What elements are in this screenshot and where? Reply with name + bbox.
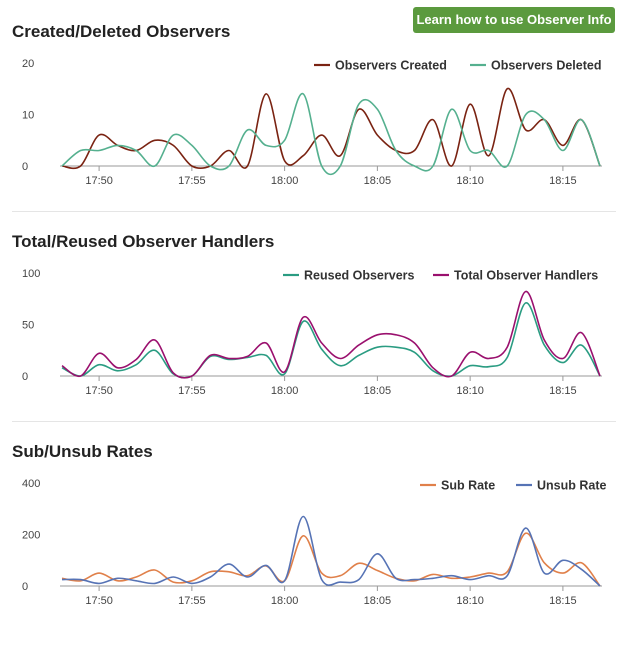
y-tick-label: 50 — [22, 320, 34, 332]
series-line — [61, 515, 601, 587]
legend-item[interactable]: Unsub Rate — [537, 479, 607, 493]
x-tick-label: 17:50 — [85, 595, 113, 607]
x-tick-label: 18:10 — [456, 175, 484, 187]
x-tick-label: 17:50 — [85, 175, 113, 187]
chart-title: Created/Deleted Observers — [12, 22, 231, 41]
y-tick-label: 10 — [22, 110, 34, 122]
legend-item[interactable]: Sub Rate — [441, 479, 495, 493]
legend-item[interactable]: Total Observer Handlers — [454, 269, 598, 283]
y-tick-label: 100 — [22, 268, 40, 280]
observer-handlers-chart: 0 50 100 17:50 17:55 18:00 18:05 18:10 18:15 Reus… — [22, 268, 602, 397]
y-tick-label: 0 — [22, 581, 28, 593]
series-line — [61, 290, 601, 379]
legend-item[interactable]: Observers Created — [335, 59, 447, 73]
series-line — [61, 532, 601, 587]
y-tick-label: 20 — [22, 58, 34, 70]
x-tick-label: 17:55 — [178, 595, 206, 607]
chart-title: Sub/Unsub Rates — [12, 442, 153, 461]
x-tick-label: 18:00 — [271, 175, 299, 187]
y-tick-label: 200 — [22, 530, 40, 542]
section-divider — [12, 211, 616, 212]
x-tick-label: 17:55 — [178, 175, 206, 187]
x-tick-label: 18:15 — [549, 385, 577, 397]
learn-observer-info-button[interactable]: Learn how to use Observer Info — [413, 7, 615, 33]
x-tick-label: 18:15 — [549, 595, 577, 607]
y-tick-label: 0 — [22, 161, 28, 173]
x-tick-label: 18:15 — [549, 175, 577, 187]
series-line — [61, 87, 601, 170]
x-tick-label: 18:00 — [271, 595, 299, 607]
x-tick-label: 18:10 — [456, 595, 484, 607]
legend-item[interactable]: Observers Deleted — [491, 59, 601, 73]
x-tick-label: 18:05 — [364, 175, 392, 187]
x-tick-label: 17:55 — [178, 385, 206, 397]
sub-unsub-chart: 0 200 400 17:50 17:55 18:00 18:05 18:10 18:15 Sub… — [22, 478, 607, 607]
x-tick-label: 18:05 — [364, 595, 392, 607]
x-tick-label: 17:50 — [85, 385, 113, 397]
legend-item[interactable]: Reused Observers — [304, 269, 415, 283]
y-tick-label: 400 — [22, 478, 40, 490]
section-divider — [12, 421, 616, 422]
x-tick-label: 18:00 — [271, 385, 299, 397]
chart-title: Total/Reused Observer Handlers — [12, 232, 275, 251]
x-tick-label: 18:05 — [364, 385, 392, 397]
y-tick-label: 0 — [22, 371, 28, 383]
series-line — [61, 302, 601, 379]
x-tick-label: 18:10 — [456, 385, 484, 397]
series-line — [61, 93, 601, 176]
created-deleted-chart: 0 10 20 17:50 17:55 18:00 18:05 18:10 18:15 Obser… — [22, 58, 602, 187]
